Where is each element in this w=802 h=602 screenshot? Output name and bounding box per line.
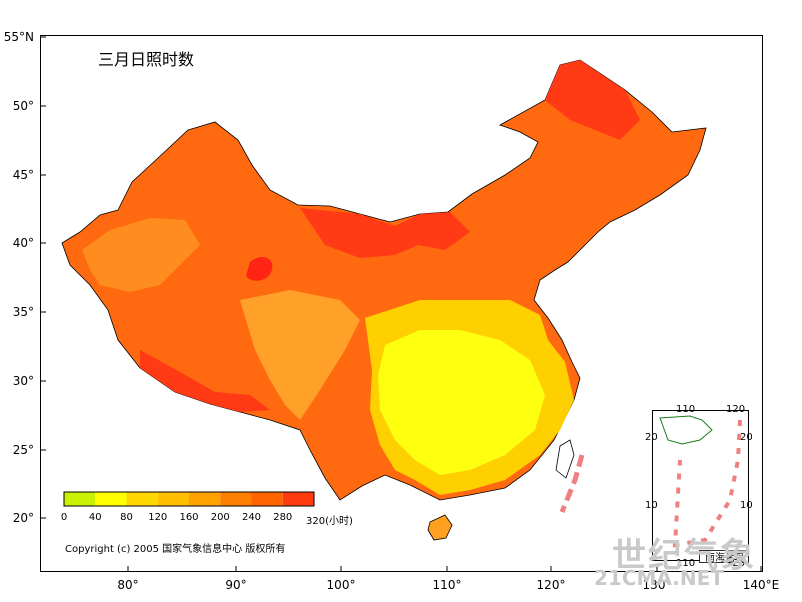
inset-right-tick-20: 20 — [740, 432, 753, 443]
legend-label: 160 — [179, 512, 199, 523]
lat-label: 40° — [12, 236, 34, 250]
inset-title: 南海诸岛 — [705, 553, 745, 564]
watermark-url: 21CMA.NET — [594, 566, 724, 590]
legend-swatch — [126, 492, 158, 506]
legend-label: 120 — [148, 512, 168, 523]
legend-swatch — [251, 492, 283, 506]
legend-label: 240 — [241, 512, 262, 523]
lon-label: 120° — [536, 578, 566, 592]
inset-right-tick-10: 10 — [740, 500, 753, 511]
legend-label: 320(小时) — [306, 516, 353, 527]
inset-left-tick-20: 20 — [645, 432, 658, 443]
axis-ticks — [40, 36, 762, 572]
legend-label: 0 — [60, 512, 68, 523]
legend-label: 200 — [210, 512, 230, 523]
legend-label: 80 — [120, 512, 133, 523]
region-240-west — [82, 218, 200, 292]
lat-label: 20° — [12, 511, 34, 525]
legend-swatch — [64, 492, 96, 506]
legend-border — [63, 491, 315, 507]
south-sea-inset — [652, 410, 749, 561]
legend-colorbar — [63, 491, 315, 507]
legend-swatch — [220, 492, 252, 506]
legend-swatch — [95, 492, 127, 506]
legend-swatch — [157, 492, 189, 506]
hainan-island — [427, 514, 453, 541]
legend-swatch — [189, 492, 221, 506]
copyright-text: Copyright (c) 2005 国家气象信息中心 版权所有 — [65, 544, 286, 555]
lat-label: 30° — [12, 374, 34, 388]
inset-dashes — [672, 419, 742, 548]
region-280-inner — [246, 256, 273, 281]
legend-swatch — [282, 492, 314, 506]
inset-label-box — [699, 550, 749, 563]
legend-label: 280 — [273, 512, 293, 523]
inset-top-tick-120: 120 — [726, 404, 746, 415]
lat-label: 50° — [12, 99, 34, 113]
inset-left-tick-10: 10 — [645, 500, 658, 511]
inset-top-tick-110: 110 — [676, 404, 696, 415]
lon-label: 90° — [225, 578, 247, 592]
taiwan-island — [555, 439, 575, 479]
maritime-dash — [559, 454, 585, 513]
region-80-core — [378, 330, 545, 475]
lat-label: 55°N — [3, 30, 34, 44]
lat-label: 35° — [12, 305, 34, 319]
region-200-sichuan — [240, 290, 360, 420]
lon-label: 140°E — [742, 578, 780, 592]
inset-bottom-tick-110: 110 — [676, 558, 696, 569]
lon-label: 110° — [432, 578, 462, 592]
inset-coast — [659, 415, 713, 445]
lon-label: 130° — [642, 578, 672, 592]
region-280-ne — [545, 60, 640, 140]
region-280 — [300, 208, 470, 258]
map-title: 三月日照时数 — [98, 50, 195, 69]
inset-bottom-tick-120: 120 — [726, 558, 746, 569]
legend-label: 40 — [88, 512, 102, 523]
lat-label: 25° — [12, 443, 34, 457]
lat-label: 45° — [12, 168, 34, 182]
watermark-cn: 世纪气象 — [612, 536, 756, 576]
lon-label: 100° — [326, 578, 356, 592]
region-280-tibet — [140, 350, 270, 412]
lon-label: 80° — [117, 578, 139, 592]
